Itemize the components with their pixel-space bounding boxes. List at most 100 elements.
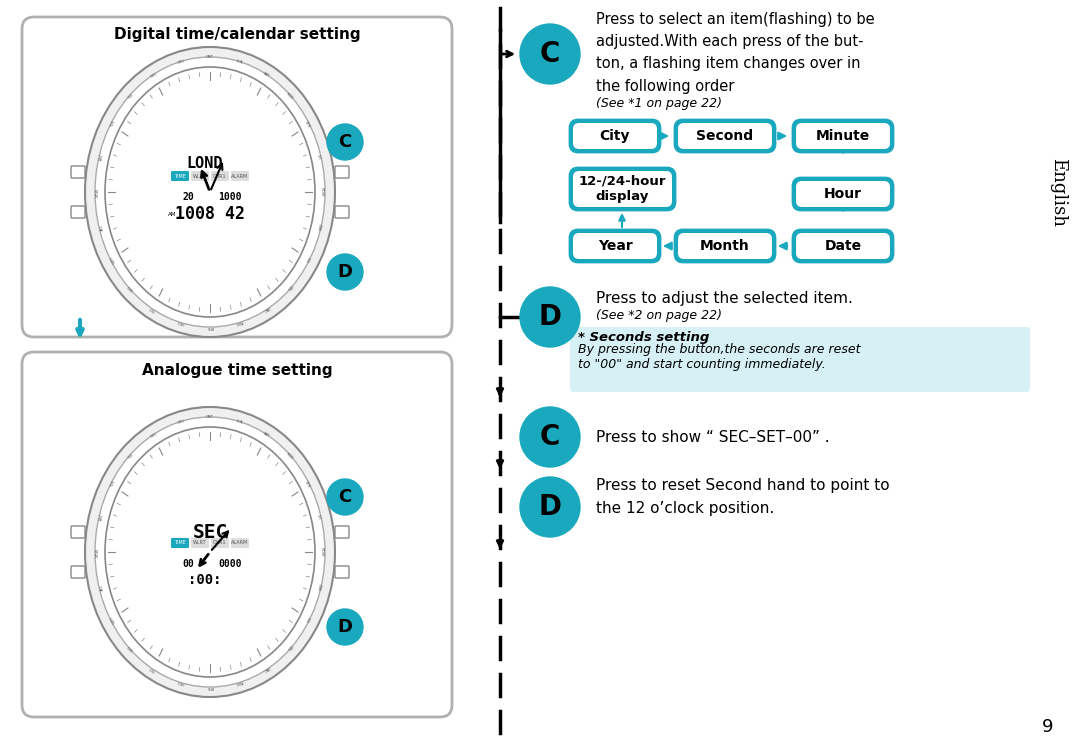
Ellipse shape bbox=[95, 417, 325, 687]
Text: Hour: Hour bbox=[824, 187, 862, 201]
FancyBboxPatch shape bbox=[335, 526, 349, 538]
FancyBboxPatch shape bbox=[570, 120, 660, 152]
Text: MOW: MOW bbox=[320, 187, 324, 196]
FancyBboxPatch shape bbox=[22, 17, 453, 337]
Text: 1008 42: 1008 42 bbox=[175, 205, 245, 223]
Text: LON: LON bbox=[235, 419, 243, 424]
Circle shape bbox=[327, 609, 363, 645]
FancyBboxPatch shape bbox=[71, 566, 85, 578]
FancyBboxPatch shape bbox=[211, 171, 229, 181]
FancyBboxPatch shape bbox=[678, 233, 772, 259]
Text: 0000: 0000 bbox=[218, 559, 242, 569]
Circle shape bbox=[327, 479, 363, 515]
Text: C: C bbox=[540, 40, 561, 68]
Text: CHR1: CHR1 bbox=[213, 174, 227, 178]
Text: 9: 9 bbox=[1042, 718, 1054, 736]
FancyBboxPatch shape bbox=[573, 233, 657, 259]
FancyBboxPatch shape bbox=[231, 171, 249, 181]
FancyBboxPatch shape bbox=[191, 171, 210, 181]
Text: ALARM: ALARM bbox=[231, 541, 248, 545]
Text: WLRT: WLRT bbox=[193, 541, 206, 545]
FancyBboxPatch shape bbox=[793, 230, 893, 262]
Text: LOND: LOND bbox=[187, 156, 224, 171]
FancyBboxPatch shape bbox=[796, 233, 890, 259]
Ellipse shape bbox=[105, 67, 315, 317]
Text: PAR: PAR bbox=[262, 432, 270, 438]
Text: SEC: SEC bbox=[192, 523, 228, 541]
Text: AM: AM bbox=[167, 211, 176, 217]
Text: Minute: Minute bbox=[815, 129, 870, 143]
Text: C: C bbox=[338, 133, 352, 151]
Text: LAX: LAX bbox=[99, 153, 105, 161]
Text: KHI: KHI bbox=[303, 256, 310, 263]
Ellipse shape bbox=[95, 57, 325, 327]
Text: Press to adjust the selected item.: Press to adjust the selected item. bbox=[596, 292, 853, 307]
FancyBboxPatch shape bbox=[573, 123, 657, 149]
FancyBboxPatch shape bbox=[22, 352, 453, 717]
Text: D: D bbox=[539, 493, 562, 521]
Text: Date: Date bbox=[824, 239, 862, 253]
Text: HKG: HKG bbox=[177, 680, 186, 685]
Text: GRU: GRU bbox=[177, 419, 186, 425]
FancyBboxPatch shape bbox=[570, 168, 675, 210]
FancyBboxPatch shape bbox=[171, 171, 189, 181]
Text: MDW: MDW bbox=[96, 547, 100, 556]
Text: DXB: DXB bbox=[315, 583, 321, 591]
FancyBboxPatch shape bbox=[71, 166, 85, 178]
Circle shape bbox=[519, 407, 580, 467]
Circle shape bbox=[519, 287, 580, 347]
Text: BER: BER bbox=[303, 120, 311, 129]
Text: 1000: 1000 bbox=[218, 192, 242, 202]
Text: :00:: :00: bbox=[188, 573, 221, 587]
Text: (See *2 on page 22): (See *2 on page 22) bbox=[596, 308, 723, 322]
Text: DEL: DEL bbox=[285, 644, 293, 651]
Text: MOW: MOW bbox=[320, 547, 324, 556]
Text: Analogue time setting: Analogue time setting bbox=[141, 362, 333, 378]
Text: (See *1 on page 22): (See *1 on page 22) bbox=[596, 98, 723, 111]
Text: AKL: AKL bbox=[99, 223, 105, 231]
FancyBboxPatch shape bbox=[211, 538, 229, 548]
Text: TYO: TYO bbox=[150, 666, 158, 672]
Text: DEL: DEL bbox=[285, 284, 293, 291]
Text: City: City bbox=[599, 129, 631, 143]
Text: ROM: ROM bbox=[285, 452, 294, 461]
Text: 00: 00 bbox=[183, 559, 194, 569]
Text: MDW: MDW bbox=[96, 187, 100, 196]
Text: SYD: SYD bbox=[126, 644, 135, 651]
Text: D: D bbox=[337, 618, 352, 636]
Text: YYZ: YYZ bbox=[127, 92, 135, 100]
Text: IST: IST bbox=[315, 514, 321, 520]
Circle shape bbox=[327, 254, 363, 290]
Text: NYC: NYC bbox=[150, 71, 158, 78]
FancyBboxPatch shape bbox=[675, 120, 775, 152]
FancyBboxPatch shape bbox=[793, 120, 893, 152]
Text: YVR: YVR bbox=[109, 120, 117, 129]
Text: 20: 20 bbox=[183, 192, 194, 202]
Text: DXB: DXB bbox=[315, 223, 321, 231]
Text: * Seconds setting: * Seconds setting bbox=[578, 330, 710, 344]
Text: LAX: LAX bbox=[99, 513, 105, 521]
Text: C: C bbox=[540, 423, 561, 451]
Circle shape bbox=[519, 477, 580, 537]
Text: Year: Year bbox=[597, 239, 633, 253]
Text: ROM: ROM bbox=[285, 92, 294, 101]
FancyBboxPatch shape bbox=[573, 171, 672, 207]
Circle shape bbox=[327, 124, 363, 160]
FancyBboxPatch shape bbox=[796, 123, 890, 149]
Text: Press to reset Second hand to point to
the 12 o’clock position.: Press to reset Second hand to point to t… bbox=[596, 478, 890, 516]
Text: LON: LON bbox=[235, 59, 243, 65]
Text: Month: Month bbox=[700, 239, 750, 253]
Text: GMT: GMT bbox=[206, 55, 214, 59]
Text: AKL: AKL bbox=[99, 583, 105, 591]
FancyBboxPatch shape bbox=[675, 230, 775, 262]
Text: D: D bbox=[337, 263, 352, 281]
Text: DAC: DAC bbox=[261, 305, 270, 313]
Text: English: English bbox=[1049, 157, 1067, 226]
Text: TIME: TIME bbox=[174, 174, 186, 178]
FancyBboxPatch shape bbox=[570, 230, 660, 262]
FancyBboxPatch shape bbox=[793, 178, 893, 210]
Ellipse shape bbox=[105, 427, 315, 677]
Text: C: C bbox=[338, 488, 352, 506]
Text: GRU: GRU bbox=[177, 59, 186, 65]
Text: NOU: NOU bbox=[109, 255, 117, 264]
